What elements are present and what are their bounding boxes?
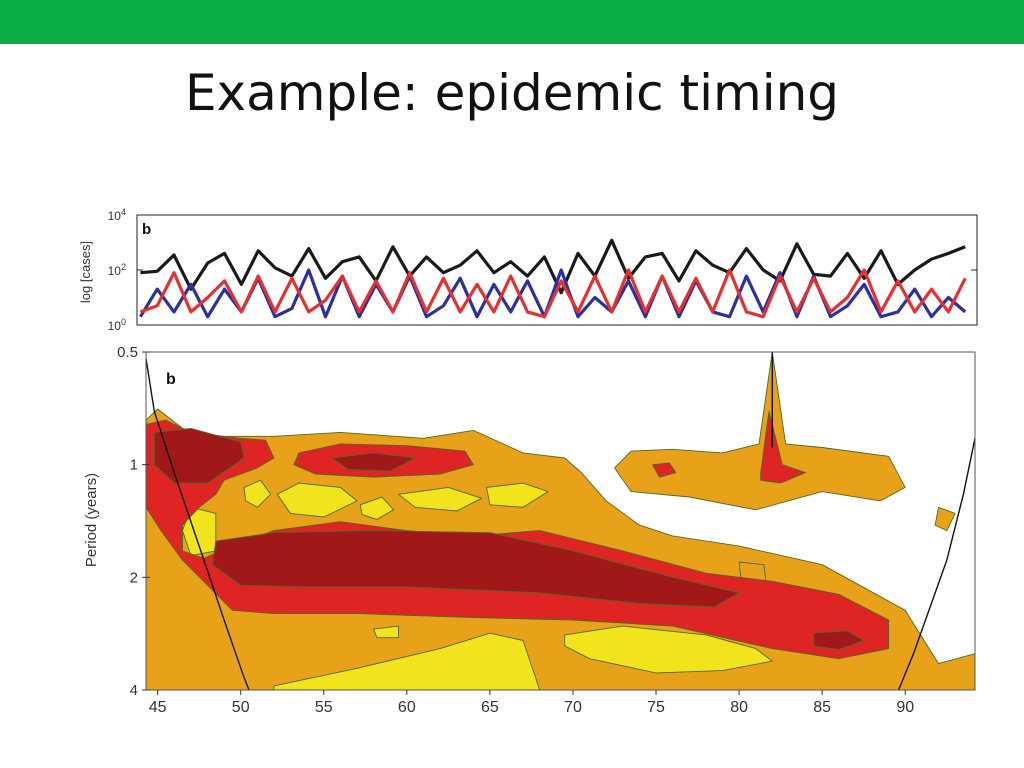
top-panel-label: b bbox=[142, 221, 151, 238]
power-region-19 bbox=[212, 530, 740, 608]
bottom-y-axis-label: Period (years) bbox=[83, 473, 100, 567]
cone-of-influence-line-1 bbox=[146, 358, 250, 690]
top-panel-frame bbox=[136, 214, 978, 326]
slide-title: Example: epidemic timing bbox=[184, 64, 840, 122]
top-y-axis-label: log [cases] bbox=[78, 241, 93, 303]
power-region-8 bbox=[359, 496, 394, 520]
power-region-7 bbox=[276, 482, 358, 518]
power-region-4 bbox=[934, 506, 956, 532]
cone-of-influence-line-3 bbox=[897, 438, 975, 690]
x-tick-label: 85 bbox=[813, 699, 831, 716]
title-accent-bar bbox=[0, 0, 1024, 44]
top-y-tick-label: 104 bbox=[108, 207, 126, 223]
x-tick-label: 55 bbox=[315, 699, 333, 716]
x-tick-label: 65 bbox=[481, 699, 499, 716]
x-tick-label: 80 bbox=[730, 699, 748, 716]
power-region-13 bbox=[564, 625, 773, 674]
bottom-panel-label: b bbox=[166, 371, 176, 388]
power-region-18 bbox=[153, 427, 245, 484]
power-region-21 bbox=[813, 630, 865, 651]
x-tick-label: 75 bbox=[647, 699, 665, 716]
top-y-tick-label: 100 bbox=[108, 317, 126, 333]
top-y-tick-label: 102 bbox=[108, 262, 126, 278]
series-line-3 bbox=[139, 268, 967, 319]
bottom-panel-frame bbox=[145, 351, 976, 691]
power-region-2 bbox=[614, 352, 906, 511]
power-region-12 bbox=[273, 632, 541, 690]
x-tick-label: 90 bbox=[896, 699, 914, 716]
series-line-2 bbox=[139, 268, 967, 319]
bottom-y-tick-label: 4 bbox=[130, 682, 138, 699]
power-region-9 bbox=[398, 486, 483, 512]
bottom-y-tick-label: 1 bbox=[130, 457, 138, 474]
x-tick-label: 60 bbox=[398, 699, 416, 716]
x-tick-label: 50 bbox=[232, 699, 250, 716]
power-region-11 bbox=[373, 625, 399, 639]
power-region-17 bbox=[652, 462, 677, 478]
x-tick-label: 70 bbox=[564, 699, 582, 716]
bottom-y-tick-label: 0.5 bbox=[117, 344, 138, 361]
power-region-10 bbox=[486, 482, 549, 508]
heatmap-regions bbox=[146, 352, 975, 690]
bottom-y-tick-label: 2 bbox=[130, 569, 138, 586]
x-tick-label: 45 bbox=[149, 699, 167, 716]
power-region-20 bbox=[331, 452, 416, 472]
power-region-6 bbox=[243, 479, 272, 508]
series-line-1 bbox=[140, 238, 966, 295]
